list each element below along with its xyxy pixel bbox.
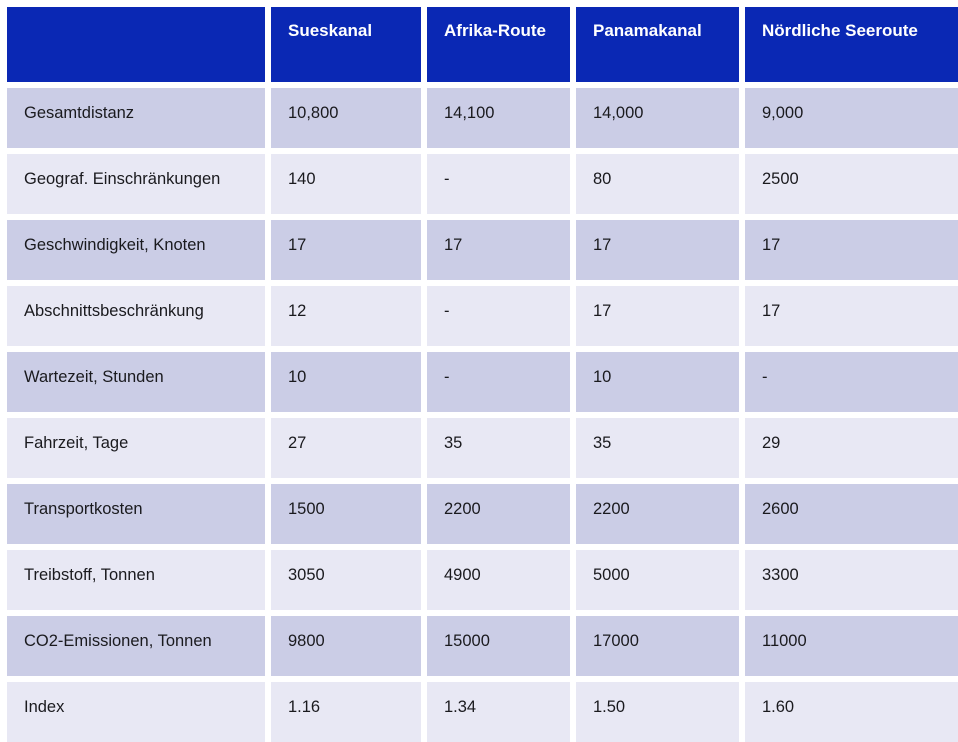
data-cell: 17 bbox=[745, 220, 958, 280]
row-label: Transportkosten bbox=[7, 484, 265, 544]
data-cell: 12 bbox=[271, 286, 421, 346]
data-cell: 17000 bbox=[576, 616, 739, 676]
column-header: Panamakanal bbox=[576, 7, 739, 82]
data-cell: 2200 bbox=[427, 484, 570, 544]
data-cell: 10,800 bbox=[271, 88, 421, 148]
route-comparison-table-wrap: Sueskanal Afrika-Route Panamakanal Nördlich… bbox=[7, 7, 958, 742]
data-cell: 17 bbox=[427, 220, 570, 280]
row-label: Abschnittsbeschränkung bbox=[7, 286, 265, 346]
data-cell: 17 bbox=[271, 220, 421, 280]
data-cell: 1.60 bbox=[745, 682, 958, 742]
data-cell: 1500 bbox=[271, 484, 421, 544]
table-row: Index 1.16 1.34 1.50 1.60 bbox=[7, 682, 958, 742]
row-label: Geschwindigkeit, Knoten bbox=[7, 220, 265, 280]
row-label: Geograf. Einschränkungen bbox=[7, 154, 265, 214]
table-row: Abschnittsbeschränkung 12-17 17 bbox=[7, 286, 958, 346]
data-cell: 17 bbox=[576, 220, 739, 280]
data-cell: 27 bbox=[271, 418, 421, 478]
data-cell: 35 bbox=[427, 418, 570, 478]
table-row: Geschwindigkeit, Knoten 17 17 17 17 bbox=[7, 220, 958, 280]
data-cell: 35 bbox=[576, 418, 739, 478]
column-header: Sueskanal bbox=[271, 7, 421, 82]
data-cell: 1.16 bbox=[271, 682, 421, 742]
header-row: Sueskanal Afrika-Route Panamakanal Nördlich… bbox=[7, 7, 958, 82]
data-cell: 15000 bbox=[427, 616, 570, 676]
data-cell: 4900 bbox=[427, 550, 570, 610]
column-header: Nördliche Seeroute bbox=[745, 7, 958, 82]
table-row: CO2-Emissionen, Tonnen 9800 15000 17000 1100… bbox=[7, 616, 958, 676]
data-cell: 2600 bbox=[745, 484, 958, 544]
data-cell: 14,000 bbox=[576, 88, 739, 148]
table-row: Wartezeit, Stunden 10-10- bbox=[7, 352, 958, 412]
data-cell: 2200 bbox=[576, 484, 739, 544]
table-row: Geograf. Einschränkungen 140-80 2500 bbox=[7, 154, 958, 214]
data-cell: 10 bbox=[576, 352, 739, 412]
corner-cell bbox=[7, 7, 265, 82]
row-label: Wartezeit, Stunden bbox=[7, 352, 265, 412]
data-cell: 10 bbox=[271, 352, 421, 412]
data-cell: - bbox=[427, 352, 570, 412]
data-cell: 3300 bbox=[745, 550, 958, 610]
column-header: Afrika-Route bbox=[427, 7, 570, 82]
data-cell: 29 bbox=[745, 418, 958, 478]
data-cell: 9800 bbox=[271, 616, 421, 676]
table-row: Treibstoff, Tonnen 3050 4900 5000 3300 bbox=[7, 550, 958, 610]
route-comparison-table: Sueskanal Afrika-Route Panamakanal Nördlich… bbox=[7, 7, 958, 742]
data-cell: 3050 bbox=[271, 550, 421, 610]
data-cell: 140 bbox=[271, 154, 421, 214]
table-row: Transportkosten 1500 2200 2200 2600 bbox=[7, 484, 958, 544]
data-cell: - bbox=[745, 352, 958, 412]
table-body: Gesamtdistanz 10,800 14,100 14,000 9,000 Geog… bbox=[7, 88, 958, 742]
row-label: CO2-Emissionen, Tonnen bbox=[7, 616, 265, 676]
data-cell: 80 bbox=[576, 154, 739, 214]
data-cell: - bbox=[427, 154, 570, 214]
data-cell: - bbox=[427, 286, 570, 346]
data-cell: 1.34 bbox=[427, 682, 570, 742]
data-cell: 2500 bbox=[745, 154, 958, 214]
data-cell: 14,100 bbox=[427, 88, 570, 148]
row-label: Treibstoff, Tonnen bbox=[7, 550, 265, 610]
table-row: Fahrzeit, Tage 27 35 35 29 bbox=[7, 418, 958, 478]
data-cell: 5000 bbox=[576, 550, 739, 610]
table-row: Gesamtdistanz 10,800 14,100 14,000 9,000 bbox=[7, 88, 958, 148]
data-cell: 1.50 bbox=[576, 682, 739, 742]
data-cell: 17 bbox=[745, 286, 958, 346]
row-label: Gesamtdistanz bbox=[7, 88, 265, 148]
row-label: Index bbox=[7, 682, 265, 742]
data-cell: 17 bbox=[576, 286, 739, 346]
row-label: Fahrzeit, Tage bbox=[7, 418, 265, 478]
data-cell: 9,000 bbox=[745, 88, 958, 148]
data-cell: 11000 bbox=[745, 616, 958, 676]
